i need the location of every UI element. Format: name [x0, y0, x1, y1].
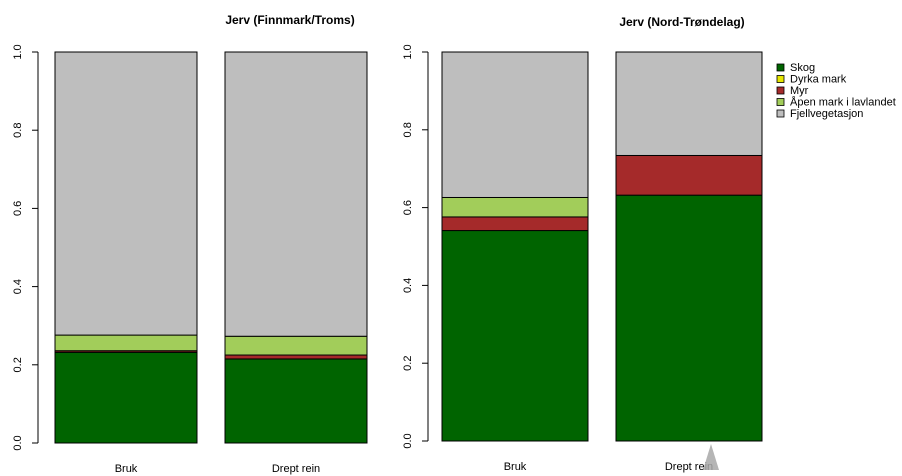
legend-swatch-dyrka-mark — [776, 75, 785, 83]
bar-segment-bruk-apen-mark-i-lavlandet — [441, 196, 589, 218]
y-axis-finnmark-troms: 0.0 0.2 0.4 0.6 0.8 1.0 — [12, 44, 39, 451]
bar-segment-drept-rein-skog — [224, 358, 368, 444]
chart-title-nord-trondelag: Jerv (Nord-Trøndelag) — [619, 15, 744, 29]
legend-swatch-apen-mark-i-lavlandet — [776, 98, 785, 106]
legend-swatch-skog — [776, 63, 785, 72]
x-category-labels-nord-trondelag: Bruk Drept rein — [504, 461, 713, 473]
y-tick-label: 0.6 — [402, 200, 414, 215]
bar-segment-bruk-skog — [441, 230, 589, 442]
legend-label-apen-mark-i-lavlandet: Åpen mark i lavlandet — [790, 96, 896, 109]
bar-segment-drept-rein-myr — [615, 154, 763, 196]
y-tick-label: 0.4 — [402, 278, 414, 293]
y-axis-nord-trondelag: 0.0 0.2 0.4 0.6 0.8 1.0 — [402, 44, 429, 449]
y-tick-label: 0.0 — [402, 433, 414, 448]
y-tick-label: 1.0 — [12, 44, 24, 59]
bars-finnmark-troms — [54, 51, 368, 444]
legend-swatch-fjellvegetasjon — [776, 109, 785, 118]
x-category-label-drept-rein: Drept rein — [272, 463, 320, 475]
bar-segment-bruk-skog — [54, 351, 198, 444]
legend-label-myr: Myr — [790, 85, 809, 97]
legend-label-skog: Skog — [790, 62, 815, 74]
panel-nord-trondelag: Jerv (Nord-Trøndelag) 0.0 0.2 0.4 0.6 0.8 1.0… — [402, 15, 763, 473]
x-category-label-drept-rein: Drept rein — [665, 461, 713, 473]
x-category-labels-finnmark-troms: Bruk Drept rein — [115, 463, 320, 475]
y-tick-label: 1.0 — [402, 44, 414, 59]
y-tick-label: 0.8 — [402, 122, 414, 137]
bar-segment-drept-rein-skog — [615, 194, 763, 442]
bar-segment-drept-rein-apen-mark-i-lavlandet — [224, 335, 368, 356]
bar-segment-drept-rein-fjellvegetasjon — [615, 51, 763, 156]
panel-finnmark-troms: Jerv (Finnmark/Troms) 0.0 0.2 0.4 0.6 0.8 1.0… — [12, 13, 368, 475]
bar-segment-drept-rein-myr — [224, 354, 368, 360]
bars-nord-trondelag — [441, 51, 763, 442]
bar-segment-drept-rein-fjellvegetasjon — [224, 51, 368, 337]
legend-swatch-myr — [776, 86, 785, 95]
x-category-label-bruk: Bruk — [504, 461, 527, 473]
y-tick-label: 0.8 — [12, 123, 24, 138]
legend-label-dyrka-mark: Dyrka mark — [790, 74, 847, 86]
y-tick-label: 0.6 — [12, 201, 24, 216]
y-tick-label: 0.2 — [402, 356, 414, 371]
bar-segment-bruk-myr — [441, 216, 589, 232]
y-tick-label: 0.0 — [12, 435, 24, 450]
legend-label-fjellvegetasjon: Fjellvegetasjon — [790, 108, 863, 120]
x-category-label-bruk: Bruk — [115, 463, 138, 475]
chart-title-finnmark-troms: Jerv (Finnmark/Troms) — [225, 13, 354, 27]
bar-segment-bruk-apen-mark-i-lavlandet — [54, 334, 198, 352]
y-tick-label: 0.4 — [12, 279, 24, 294]
mouse-cursor-icon — [703, 444, 719, 470]
y-tick-label: 0.2 — [12, 357, 24, 372]
bar-segment-bruk-fjellvegetasjon — [54, 51, 198, 336]
bar-segment-bruk-fjellvegetasjon — [441, 51, 589, 198]
